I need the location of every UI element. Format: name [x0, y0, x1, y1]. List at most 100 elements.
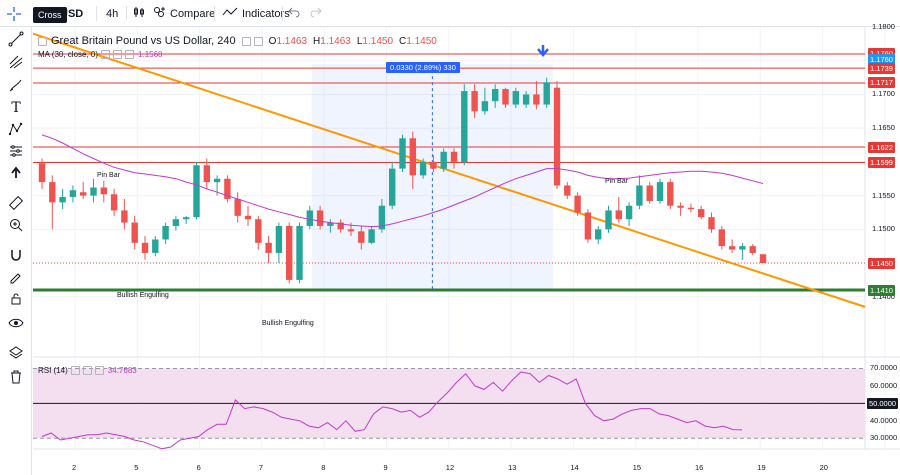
- down-arrow-icon: [537, 45, 549, 57]
- candle: [244, 215, 252, 220]
- chart-type-button[interactable]: [132, 0, 146, 27]
- candle: [90, 187, 97, 196]
- pin-bar-label-right: Pin Bar: [605, 178, 628, 185]
- price-level-badge: 1.1450: [868, 257, 895, 269]
- rsi-tick-label: 60.0000: [870, 380, 898, 390]
- measure-label: 0.0330 (2.89%) 330: [386, 62, 460, 73]
- trend-line-tool[interactable]: [4, 29, 28, 51]
- candle: [708, 217, 715, 230]
- settings-toggle-icon[interactable]: [253, 36, 263, 46]
- candle: [595, 229, 602, 240]
- zoom-tool[interactable]: [4, 215, 28, 237]
- candle: [728, 246, 736, 250]
- candle: [399, 138, 406, 169]
- candle: [615, 210, 622, 220]
- candle: [110, 194, 118, 211]
- indicators-label: Indicators: [242, 7, 290, 20]
- redo-button[interactable]: [310, 0, 322, 27]
- candle: [739, 246, 746, 250]
- price-tick-label: 1.1800: [872, 22, 895, 31]
- trash-icon: [8, 369, 24, 388]
- candle: [286, 225, 293, 280]
- interval-button[interactable]: 4h: [106, 7, 119, 20]
- undo-icon: [288, 6, 300, 21]
- ma-label: MA (30, close, 0): [38, 50, 99, 59]
- time-tick-label: 5: [134, 463, 139, 472]
- time-tick-label: 19: [757, 463, 766, 472]
- rsi-pane: [33, 367, 865, 450]
- price-level-badge: 1.1599: [868, 157, 895, 169]
- pattern-tool[interactable]: [4, 119, 28, 141]
- candle: [49, 182, 56, 203]
- prediction-tool[interactable]: [4, 141, 28, 163]
- stay-drawing-tool[interactable]: [4, 267, 28, 289]
- measure-bars-icon: [8, 143, 24, 162]
- ruler-tool[interactable]: [4, 193, 28, 215]
- candle: [131, 222, 138, 243]
- candle: [625, 205, 633, 220]
- candle: [605, 210, 612, 230]
- indicators-button[interactable]: Indicators: [222, 0, 290, 27]
- candle: [306, 210, 313, 226]
- price-level-badge: 1.1760: [868, 53, 895, 65]
- candle: [461, 91, 468, 162]
- pattern-icon: [8, 121, 24, 140]
- undo-button[interactable]: [288, 0, 300, 27]
- eye-toggle-icon[interactable]: [241, 36, 251, 46]
- high-label: H: [313, 35, 321, 47]
- arrow-tool[interactable]: [4, 163, 28, 185]
- high-value: 1.1463: [320, 35, 351, 47]
- lock-icon: [8, 291, 24, 310]
- candle: [213, 178, 221, 183]
- visibility-tool[interactable]: [4, 313, 28, 335]
- candle: [203, 165, 210, 183]
- symbol-search-button[interactable]: USD: [60, 7, 84, 20]
- fib-tool[interactable]: [4, 52, 28, 74]
- object-tree-tool[interactable]: [4, 343, 28, 365]
- lock-tool[interactable]: [4, 289, 28, 311]
- ma-line: [41, 134, 764, 228]
- candle: [358, 231, 365, 243]
- trend-line[interactable]: [33, 32, 866, 308]
- time-tick-label: 9: [383, 463, 388, 472]
- brush-tool[interactable]: [4, 75, 28, 97]
- ma-settings-icon[interactable]: [113, 50, 123, 59]
- price-level-badge: 1.1739: [868, 62, 895, 74]
- low-label: L: [356, 35, 363, 47]
- candle: [492, 89, 499, 102]
- ma-close-icon[interactable]: [125, 50, 135, 59]
- time-tick-label: 6: [196, 463, 201, 472]
- magnet-icon: [8, 247, 24, 266]
- text-tool[interactable]: T: [4, 97, 28, 119]
- rsi-settings-icon[interactable]: [82, 366, 92, 375]
- candle: [80, 192, 87, 196]
- collapse-legend-icon[interactable]: [38, 36, 47, 46]
- candle: [316, 210, 324, 226]
- ma-legend: MA (30, close, 0) 1.1568: [38, 50, 163, 59]
- chart-canvas[interactable]: [33, 27, 900, 475]
- candle: [141, 242, 149, 253]
- ma-eye-icon[interactable]: [101, 50, 111, 59]
- compare-icon: [152, 5, 166, 22]
- open-value: 1.1463: [276, 35, 308, 47]
- time-tick-label: 12: [445, 463, 455, 472]
- rsi-eye-icon[interactable]: [70, 366, 80, 375]
- price-level-badge: 1.1622: [868, 141, 895, 153]
- crosshair-icon[interactable]: [6, 0, 22, 27]
- tooltip-cross: Cross: [33, 7, 67, 23]
- rsi-close-icon[interactable]: [94, 366, 104, 375]
- rsi-tick-label: 70.0000: [870, 363, 898, 373]
- compare-button[interactable]: Compare: [152, 0, 215, 27]
- candle: [347, 229, 355, 232]
- time-tick-label: 2: [72, 463, 77, 472]
- candle: [234, 198, 241, 216]
- down-arrow-marker: [537, 45, 549, 57]
- candle: [275, 225, 283, 253]
- time-tick-label: 7: [258, 463, 264, 472]
- magnet-tool[interactable]: [4, 245, 28, 267]
- candle: [636, 185, 643, 206]
- bullish-engulfing-label-2: Bullish Engulfing: [262, 320, 314, 327]
- candle: [718, 229, 725, 247]
- compare-label: Compare: [170, 7, 216, 20]
- remove-drawings-tool[interactable]: [4, 367, 28, 389]
